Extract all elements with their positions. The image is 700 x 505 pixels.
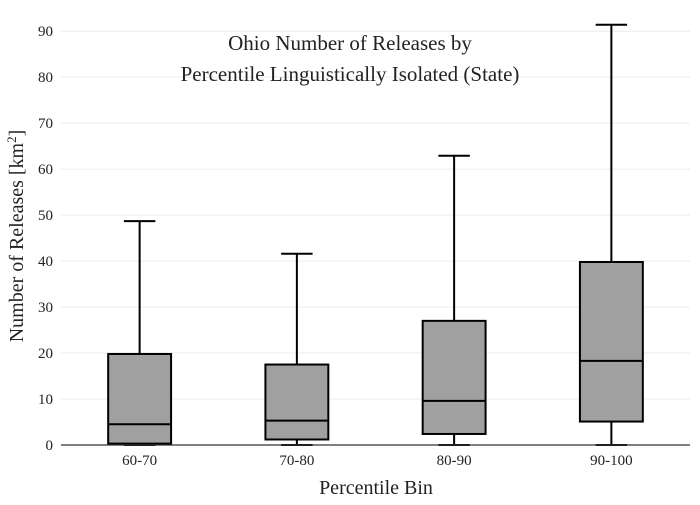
y-tick-label: 50: [38, 208, 53, 224]
box-iqr: [578, 261, 644, 423]
box-layer: [107, 23, 644, 446]
x-tick-label: 80-90: [437, 453, 472, 469]
y-tick-label: 0: [46, 438, 54, 454]
y-tick-label: 30: [38, 300, 53, 316]
y-tick-label: 20: [38, 346, 53, 362]
box-group-70-80: [264, 252, 330, 446]
box-iqr: [107, 352, 173, 445]
box-group-90-100: [578, 23, 644, 446]
x-tick-label: 70-80: [279, 453, 314, 469]
box-group-60-70: [107, 220, 173, 446]
y-axis-title-main: Number of Releases [km: [6, 142, 28, 342]
y-tick-label: 80: [38, 70, 53, 86]
tick-layer: 0 10 20 30 40 50 60 70 80 90 60-70 70-80 80-90 90-100: [38, 24, 633, 469]
x-tick-label: 90-100: [590, 453, 633, 469]
y-tick-label: 40: [38, 254, 53, 270]
y-tick-label: 90: [38, 24, 53, 40]
chart-title-line-2: Percentile Linguistically Isolated (Stat…: [181, 62, 520, 86]
x-axis-title: Percentile Bin: [319, 477, 433, 499]
box-group-80-90: [421, 154, 487, 446]
y-axis-title-close: ]: [6, 130, 28, 137]
y-tick-label: 70: [38, 116, 53, 132]
chart-title-line-1: Ohio Number of Releases by: [228, 31, 472, 55]
y-tick-label: 60: [38, 162, 53, 178]
box-iqr: [421, 319, 487, 435]
y-axis-title-superscript: 2: [4, 136, 19, 143]
x-tick-label: 60-70: [122, 453, 157, 469]
box-iqr: [264, 363, 330, 441]
y-tick-label: 10: [38, 392, 53, 408]
y-axis-title: Number of Releases [km2]: [4, 130, 29, 343]
